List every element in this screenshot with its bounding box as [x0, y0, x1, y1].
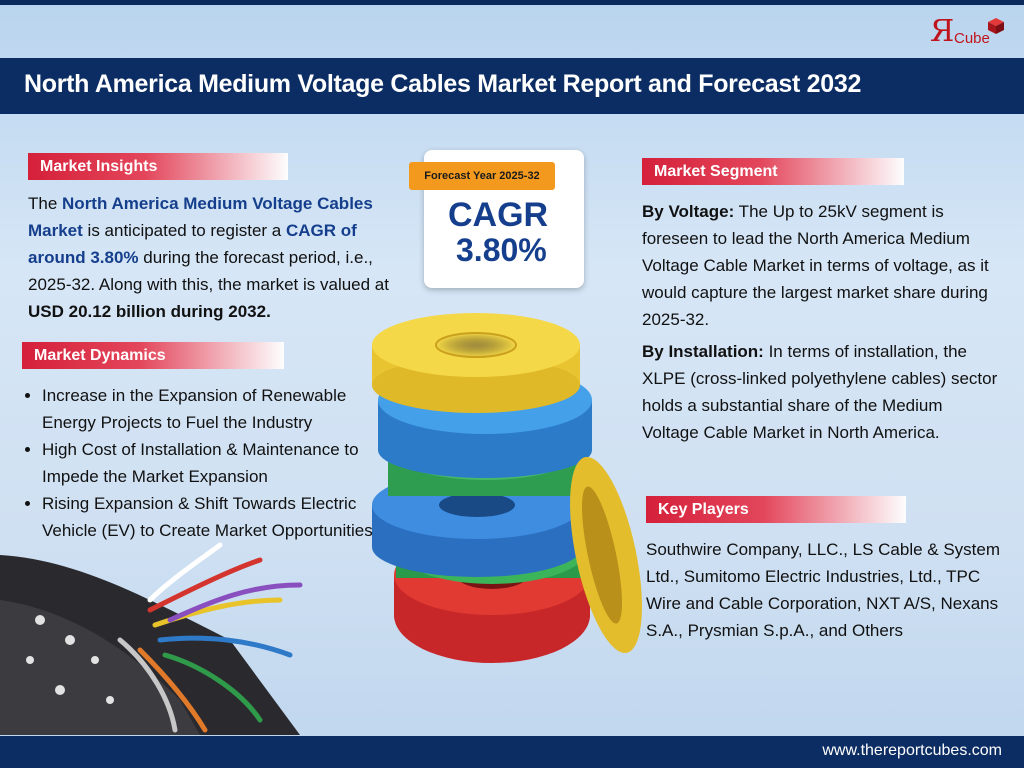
segment-install-body: In terms of installation, the XLPE (cros… [642, 342, 998, 442]
segment-installation-text: By Installation: In terms of installatio… [642, 338, 998, 446]
insights-highlight-1: North America Medium Voltage Cables Mark… [28, 194, 373, 240]
logo-text: Cube [954, 30, 990, 47]
report-cube-logo: Я Cube [930, 16, 1010, 52]
forecast-year-tag: Forecast Year 2025-32 [409, 162, 555, 190]
cable-bundle-left [0, 542, 303, 735]
segment-install-head: By Installation: [642, 342, 764, 361]
insights-text-1: The [28, 194, 63, 213]
insights-highlight-3: USD 20.12 billion during 2032. [28, 302, 271, 321]
insights-text-2: is anticipated to register a [82, 221, 286, 240]
insights-text-3: during the forecast period, i.e., 2025-3… [28, 248, 389, 294]
cagr-label: CAGR [448, 196, 549, 234]
market-dynamics-label: Market Dynamics [22, 342, 284, 369]
footer-url[interactable]: www.thereportcubes.com [822, 742, 1002, 759]
coil-yellow-side [570, 456, 642, 654]
key-players-label: Key Players [646, 496, 906, 523]
page-title: North America Medium Voltage Cables Mark… [24, 70, 862, 98]
segment-voltage-body: The Up to 25kV segment is foreseen to le… [642, 202, 989, 329]
cube-icon [988, 18, 1004, 34]
segment-voltage-text: By Voltage: The Up to 25kV segment is fo… [642, 198, 1002, 333]
list-item: High Cost of Installation & Maintenance … [42, 436, 402, 490]
market-insights-label: Market Insights [28, 153, 288, 180]
footer: www.thereportcubes.com [0, 736, 1024, 768]
insights-highlight-2: CAGR of around 3.80% [28, 221, 357, 267]
cagr-value: 3.80% [456, 232, 547, 268]
market-segment-label: Market Segment [642, 158, 904, 185]
logo-mark: Я [930, 14, 955, 49]
title-bar: North America Medium Voltage Cables Mark… [0, 58, 1024, 114]
coil-yellow-top [372, 313, 580, 413]
segment-voltage-head: By Voltage: [642, 202, 735, 221]
list-item: Increase in the Expansion of Renewable E… [42, 382, 402, 436]
market-insights-text: The North America Medium Voltage Cables … [28, 190, 416, 325]
list-item: Rising Expansion & Shift Towards Electri… [42, 490, 402, 544]
key-players-text: Southwire Company, LLC., LS Cable & Syst… [646, 540, 1001, 640]
top-strip [0, 0, 1024, 5]
market-dynamics-list: Increase in the Expansion of Renewable E… [24, 382, 402, 544]
